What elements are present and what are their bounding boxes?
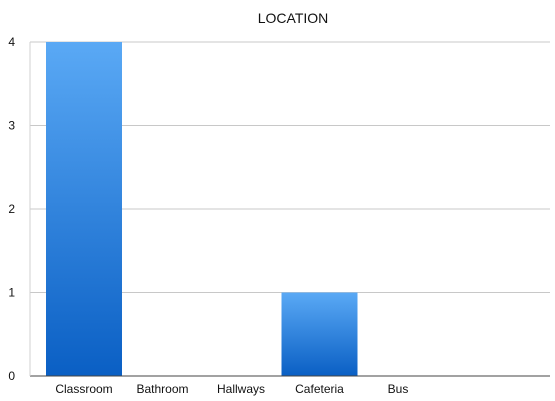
x-tick-label: Classroom [55,382,112,396]
y-tick-label: 0 [8,369,15,383]
chart-title: LOCATION [258,10,329,26]
y-tick-label: 2 [8,202,15,216]
y-axis-ticks: 0 1 2 3 4 [8,35,15,383]
y-tick-label: 3 [8,119,15,133]
x-tick-label: Bathroom [136,382,188,396]
x-tick-label: Cafeteria [295,382,344,396]
y-tick-label: 1 [8,286,15,300]
bar-cafeteria [282,293,358,377]
x-tick-label: Bus [388,382,409,396]
y-tick-label: 4 [8,35,15,49]
x-axis-ticks: Classroom Bathroom Hallways Cafeteria Bus [55,382,408,396]
bar-classroom [46,42,122,376]
x-tick-label: Hallways [217,382,265,396]
